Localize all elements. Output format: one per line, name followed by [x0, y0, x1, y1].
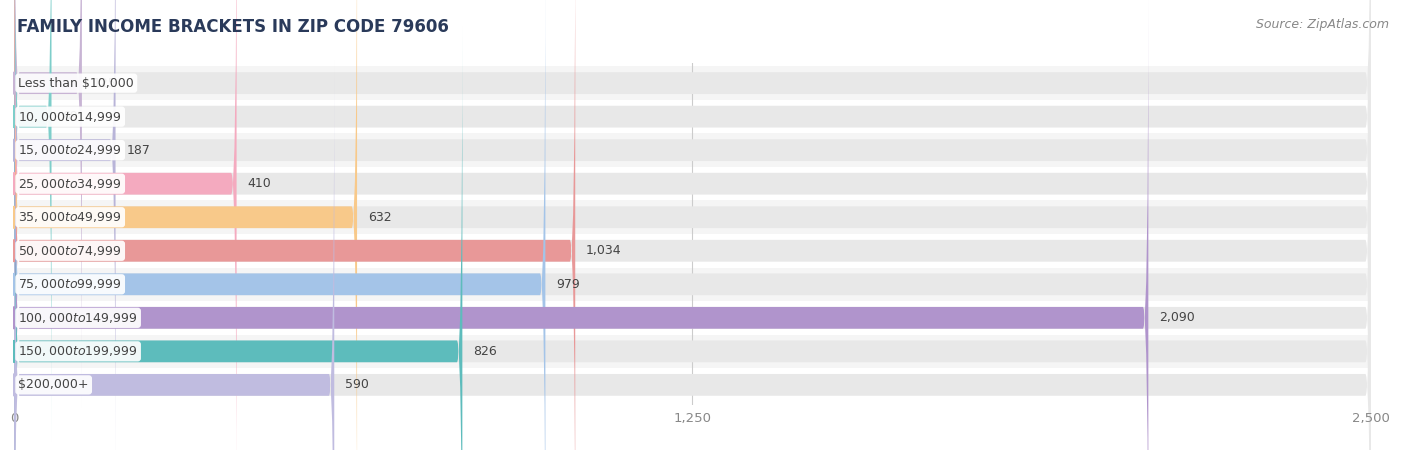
Text: $35,000 to $49,999: $35,000 to $49,999 — [18, 210, 122, 224]
Text: $150,000 to $199,999: $150,000 to $199,999 — [18, 344, 138, 358]
FancyBboxPatch shape — [8, 167, 1376, 200]
FancyBboxPatch shape — [8, 301, 1376, 335]
Text: $75,000 to $99,999: $75,000 to $99,999 — [18, 277, 122, 291]
Text: $100,000 to $149,999: $100,000 to $149,999 — [18, 311, 138, 325]
FancyBboxPatch shape — [14, 0, 1371, 450]
Text: 2,090: 2,090 — [1159, 311, 1195, 324]
FancyBboxPatch shape — [14, 0, 1371, 450]
FancyBboxPatch shape — [14, 0, 546, 450]
FancyBboxPatch shape — [14, 0, 357, 450]
Text: 187: 187 — [127, 144, 150, 157]
Text: 979: 979 — [557, 278, 581, 291]
Text: $50,000 to $74,999: $50,000 to $74,999 — [18, 244, 122, 258]
Text: 632: 632 — [368, 211, 391, 224]
FancyBboxPatch shape — [8, 335, 1376, 368]
Text: $200,000+: $200,000+ — [18, 378, 89, 392]
FancyBboxPatch shape — [14, 0, 82, 408]
Text: 826: 826 — [474, 345, 496, 358]
FancyBboxPatch shape — [14, 0, 52, 441]
FancyBboxPatch shape — [14, 0, 115, 450]
FancyBboxPatch shape — [14, 27, 1371, 450]
FancyBboxPatch shape — [8, 133, 1376, 167]
FancyBboxPatch shape — [14, 60, 1371, 450]
FancyBboxPatch shape — [8, 368, 1376, 402]
Text: $15,000 to $24,999: $15,000 to $24,999 — [18, 143, 122, 157]
FancyBboxPatch shape — [8, 234, 1376, 268]
FancyBboxPatch shape — [8, 200, 1376, 234]
FancyBboxPatch shape — [8, 268, 1376, 301]
Text: Less than $10,000: Less than $10,000 — [18, 76, 134, 90]
FancyBboxPatch shape — [14, 0, 236, 450]
Text: 590: 590 — [344, 378, 368, 392]
FancyBboxPatch shape — [14, 60, 335, 450]
Text: $25,000 to $34,999: $25,000 to $34,999 — [18, 177, 122, 191]
FancyBboxPatch shape — [14, 0, 1149, 450]
Text: 125: 125 — [93, 76, 117, 90]
Text: 410: 410 — [247, 177, 271, 190]
FancyBboxPatch shape — [8, 66, 1376, 100]
FancyBboxPatch shape — [14, 0, 575, 450]
Text: FAMILY INCOME BRACKETS IN ZIP CODE 79606: FAMILY INCOME BRACKETS IN ZIP CODE 79606 — [17, 18, 449, 36]
FancyBboxPatch shape — [14, 0, 1371, 450]
FancyBboxPatch shape — [14, 0, 1371, 450]
Text: 69: 69 — [62, 110, 79, 123]
Text: 1,034: 1,034 — [586, 244, 621, 257]
FancyBboxPatch shape — [14, 0, 1371, 450]
FancyBboxPatch shape — [14, 0, 1371, 450]
FancyBboxPatch shape — [14, 27, 463, 450]
FancyBboxPatch shape — [14, 0, 1371, 441]
Text: Source: ZipAtlas.com: Source: ZipAtlas.com — [1256, 18, 1389, 31]
FancyBboxPatch shape — [14, 0, 1371, 408]
FancyBboxPatch shape — [8, 100, 1376, 133]
Text: $10,000 to $14,999: $10,000 to $14,999 — [18, 110, 122, 124]
